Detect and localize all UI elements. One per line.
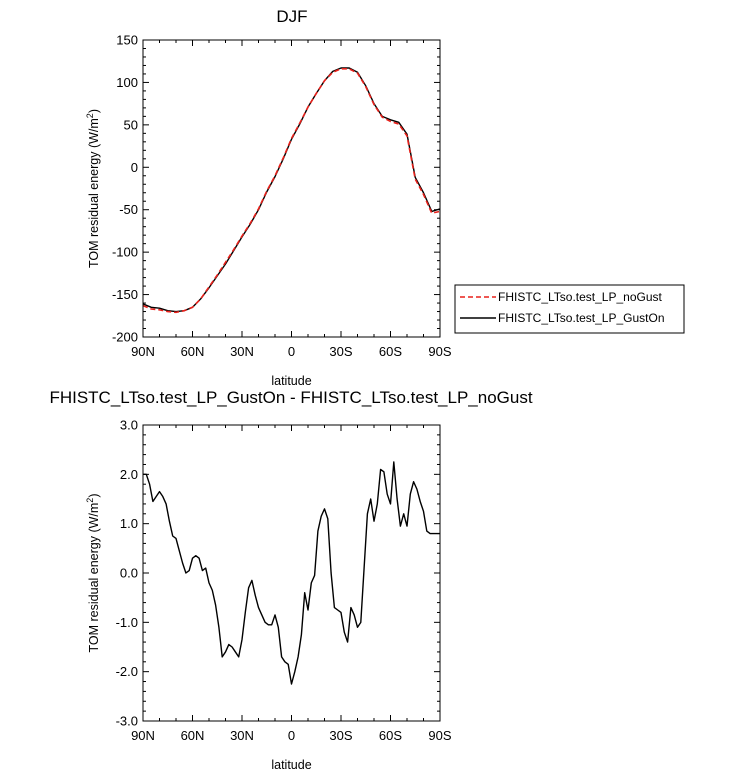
bottom-y-tick-label: 2.0 bbox=[120, 467, 138, 482]
bottom-chart: FHISTC_LTso.test_LP_GustOn - FHISTC_LTso… bbox=[49, 388, 532, 772]
top-series-line-2 bbox=[142, 67, 441, 313]
top-series-line-1 bbox=[142, 68, 441, 314]
top-y-tick-label: 150 bbox=[116, 33, 138, 48]
bottom-x-tick-label: 90N bbox=[131, 728, 155, 743]
top-y-tick-label: -150 bbox=[112, 287, 138, 302]
bottom-x-tick-label: 0 bbox=[288, 728, 295, 743]
top-y-tick-label: -50 bbox=[119, 202, 138, 217]
top-y-tick-label: 0 bbox=[131, 160, 138, 175]
legend-label-guston: FHISTC_LTso.test_LP_GustOn bbox=[498, 311, 665, 325]
bottom-chart-xlabel: latitude bbox=[271, 758, 311, 772]
top-chart-xlabel: latitude bbox=[271, 374, 311, 388]
bottom-chart-frame bbox=[142, 424, 441, 722]
bottom-chart-title: FHISTC_LTso.test_LP_GustOn - FHISTC_LTso… bbox=[49, 388, 532, 407]
top-x-tick-label: 60N bbox=[181, 344, 205, 359]
legend: FHISTC_LTso.test_LP_noGust FHISTC_LTso.t… bbox=[454, 284, 685, 334]
bottom-series-line-1 bbox=[143, 461, 440, 685]
bottom-chart-ylabel: TOM residual energy (W/m2) bbox=[85, 494, 101, 653]
bottom-x-tick-label: 60N bbox=[181, 728, 205, 743]
top-chart-frame bbox=[142, 39, 441, 338]
bottom-x-tick-label: 90S bbox=[428, 728, 451, 743]
bottom-x-tick-label: 30N bbox=[230, 728, 254, 743]
top-y-tick-label: -100 bbox=[112, 245, 138, 260]
legend-label-nogust: FHISTC_LTso.test_LP_noGust bbox=[498, 290, 663, 304]
top-x-tick-label: 30N bbox=[230, 344, 254, 359]
legend-box bbox=[454, 284, 685, 334]
bottom-y-tick-label: -3.0 bbox=[116, 714, 138, 729]
bottom-y-tick-label: 1.0 bbox=[120, 516, 138, 531]
top-x-tick-label: 0 bbox=[288, 344, 295, 359]
bottom-y-tick-label: -1.0 bbox=[116, 615, 138, 630]
bottom-x-tick-label: 30S bbox=[329, 728, 352, 743]
top-x-tick-label: 60S bbox=[379, 344, 402, 359]
top-x-tick-label: 90N bbox=[131, 344, 155, 359]
bottom-y-tick-label: 3.0 bbox=[120, 418, 138, 433]
top-chart-ylabel: TOM residual energy (W/m2) bbox=[85, 109, 101, 268]
bottom-y-tick-label: -2.0 bbox=[116, 664, 138, 679]
top-x-tick-label: 90S bbox=[428, 344, 451, 359]
top-y-tick-label: -200 bbox=[112, 330, 138, 345]
bottom-y-tick-label: 0.0 bbox=[120, 566, 138, 581]
bottom-x-tick-label: 60S bbox=[379, 728, 402, 743]
top-chart-title: DJF bbox=[276, 7, 307, 26]
top-x-tick-label: 30S bbox=[329, 344, 352, 359]
top-y-tick-label: 100 bbox=[116, 75, 138, 90]
top-chart: DJF 90N 60N 30N 0 30S 60S 90S 150 100 50 0 -50 -100 -… bbox=[85, 7, 685, 388]
top-y-tick-label: 50 bbox=[124, 117, 138, 132]
